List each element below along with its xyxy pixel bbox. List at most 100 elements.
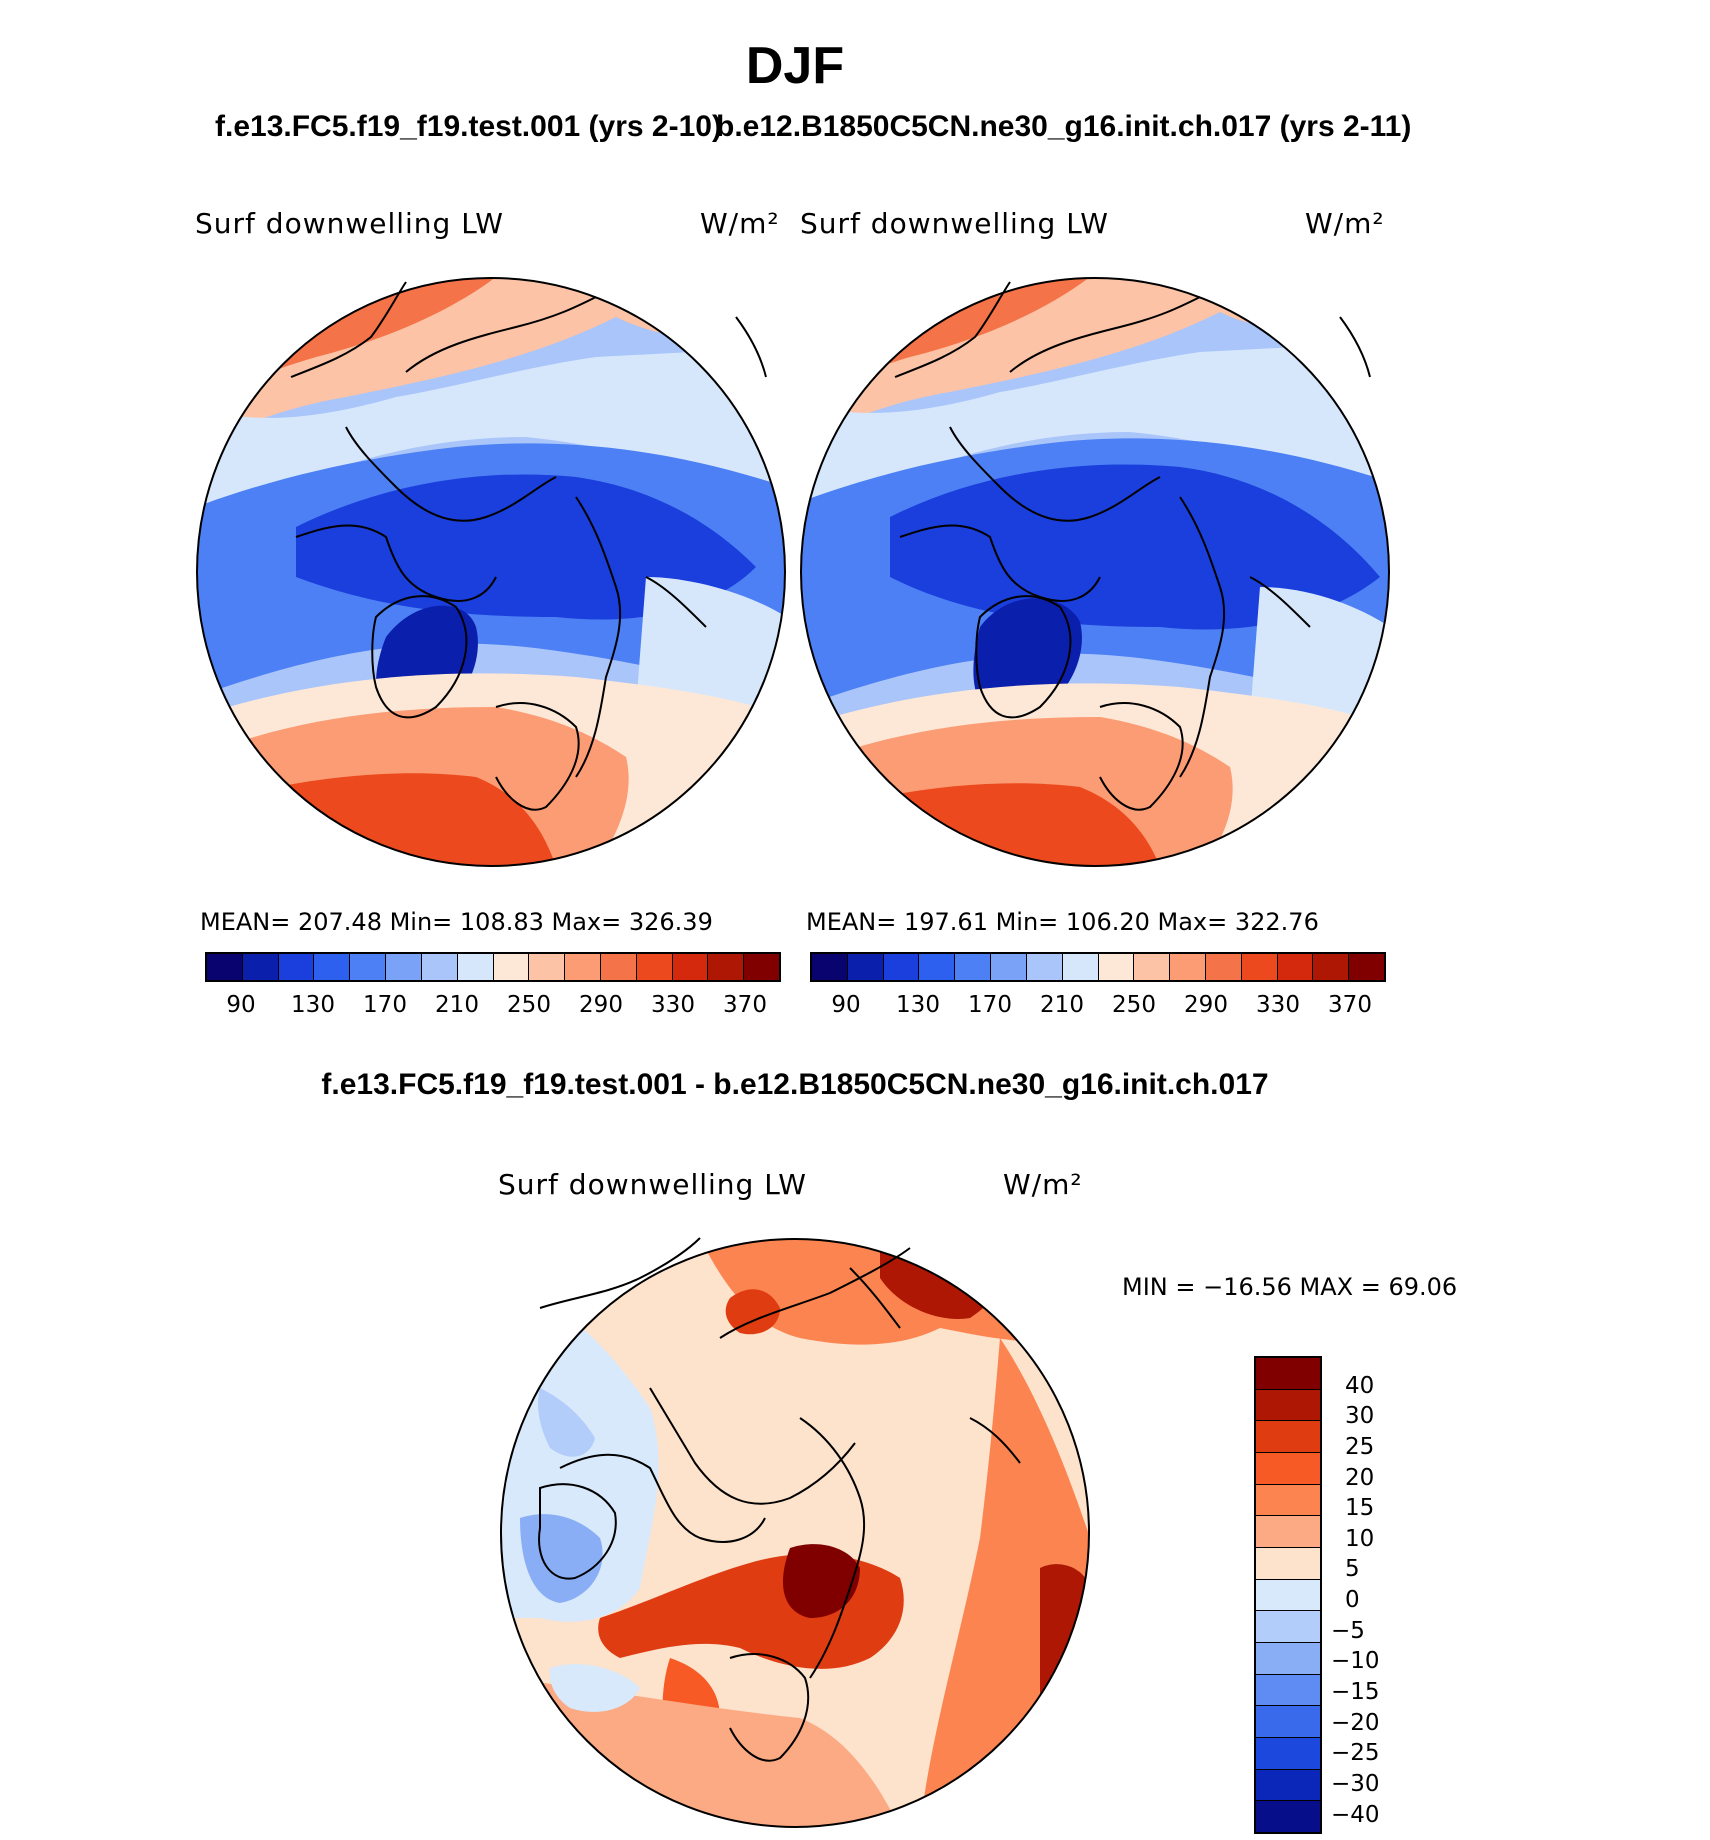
panel1-colorbar-tick-label: 250 xyxy=(507,992,551,1018)
panel1-colorbar-cell xyxy=(672,954,709,980)
panel1-colorbar-cell xyxy=(386,954,422,980)
panel2-colorbar-cell xyxy=(1205,954,1242,980)
diff-colorbar-tick-label: 0 xyxy=(1345,1587,1360,1614)
panel1-colorbar-tick-label: 130 xyxy=(291,992,335,1018)
panel2-colorbar-cell xyxy=(1134,954,1171,980)
panel1-variable-label: Surf downwelling LW xyxy=(195,207,504,240)
diff-colorbar-tick-label: −25 xyxy=(1331,1740,1380,1767)
diff-colorbar-cell xyxy=(1256,1548,1320,1580)
diff-colorbar-cell xyxy=(1256,1801,1320,1833)
panel2-colorbar-cell xyxy=(955,954,992,980)
panel2-colorbar-tick-label: 330 xyxy=(1256,992,1300,1018)
diff-colorbar-tick-label: −10 xyxy=(1331,1648,1380,1675)
panel2-coastlines xyxy=(894,281,1371,811)
panel2-colorbar-cell xyxy=(883,954,920,980)
panel1-colorbar-tick-label: 170 xyxy=(363,992,407,1018)
panel1-colorbar-cell xyxy=(708,954,745,980)
panel1-colorbar-tick-label: 290 xyxy=(579,992,623,1018)
panel2-colorbar-cell xyxy=(1098,954,1135,980)
panel2-colorbar-cell xyxy=(1313,954,1350,980)
panel1-colorbar-cell xyxy=(207,954,243,980)
diff-colorbar-tick-label: −40 xyxy=(1331,1801,1380,1828)
panel2-colorbar xyxy=(810,952,1386,982)
panel1-colorbar-cell xyxy=(565,954,601,980)
panel2-colorbar-cell xyxy=(1062,954,1099,980)
diff-colorbar-tick-label: −5 xyxy=(1331,1617,1365,1644)
diff-colorbar-tick-label: 15 xyxy=(1345,1495,1375,1522)
panel2-colorbar-tick-label: 170 xyxy=(968,992,1012,1018)
panel1-colorbar-cell xyxy=(600,954,637,980)
panel2-colorbar-cell xyxy=(919,954,956,980)
panel2-colorbar-tick-label: 90 xyxy=(831,992,861,1018)
panel2-colorbar-tick-label: 370 xyxy=(1328,992,1372,1018)
panel1-field-light-blue-band xyxy=(197,347,785,527)
case2-title: b.e12.B1850C5CN.ne30_g16.init.ch.017 (yr… xyxy=(716,110,1412,143)
panel2-field-light-blue-band xyxy=(801,342,1389,522)
diff-colorbar-cell xyxy=(1256,1453,1320,1485)
diff-colorbar-tick-label: 40 xyxy=(1345,1372,1375,1399)
diff-colorbar-cell xyxy=(1256,1674,1320,1707)
panel2-variable-label: Surf downwelling LW xyxy=(800,207,1109,240)
diff-field-left-negative-deeper xyxy=(520,1514,603,1603)
diff-colorbar-cell xyxy=(1256,1579,1320,1612)
panel2-colorbar-cell xyxy=(991,954,1027,980)
panel1-colorbar-cell xyxy=(744,954,779,980)
diff-field-top-hot-spot xyxy=(725,1289,780,1335)
diff-colorbar xyxy=(1254,1356,1322,1834)
diff-colorbar-cell xyxy=(1256,1738,1320,1770)
diff-colorbar-cell xyxy=(1256,1389,1320,1422)
panel2-units-label: W/m² xyxy=(1305,207,1385,240)
diff-coastlines xyxy=(538,1237,1021,1762)
panel1-colorbar-tick-label: 90 xyxy=(226,992,256,1018)
panel1-stats: MEAN= 207.48 Min= 108.83 Max= 326.39 xyxy=(200,908,713,936)
panel1-colorbar-cell xyxy=(242,954,279,980)
panel2-colorbar-cell xyxy=(847,954,884,980)
diff-colorbar-cell xyxy=(1256,1706,1320,1739)
season-title: DJF xyxy=(745,37,845,95)
panel1-colorbar-cell xyxy=(314,954,351,980)
panel2-polar-map xyxy=(800,277,1390,867)
panel2-colorbar-cell xyxy=(1277,954,1314,980)
panel1-colorbar-tick-label: 330 xyxy=(651,992,695,1018)
diff-colorbar-cell xyxy=(1256,1358,1320,1390)
panel2-colorbar-tick-label: 290 xyxy=(1184,992,1228,1018)
panel2-colorbar-cell xyxy=(812,954,848,980)
panel1-colorbar-tick-label: 370 xyxy=(723,992,767,1018)
diff-colorbar-cell xyxy=(1256,1769,1320,1802)
panel2-colorbar-cell xyxy=(1026,954,1063,980)
diff-colorbar-tick-label: −15 xyxy=(1331,1679,1380,1706)
panel1-colorbar-tick-label: 210 xyxy=(435,992,479,1018)
diff-variable-label: Surf downwelling LW xyxy=(498,1168,807,1201)
diff-colorbar-tick-label: 5 xyxy=(1345,1556,1360,1583)
diff-colorbar-tick-label: −20 xyxy=(1331,1709,1380,1736)
panel1-colorbar-cell xyxy=(529,954,566,980)
difference-polar-map xyxy=(500,1237,1090,1828)
panel2-colorbar-tick-label: 250 xyxy=(1112,992,1156,1018)
panel2-stats: MEAN= 197.61 Min= 106.20 Max= 322.76 xyxy=(806,908,1319,936)
case1-title: f.e13.FC5.f19_f19.test.001 (yrs 2-10) xyxy=(215,110,722,143)
panel2-colorbar-cell xyxy=(1170,954,1206,980)
diff-units-label: W/m² xyxy=(1003,1168,1083,1201)
diff-field-bottom-blue-patch xyxy=(549,1664,640,1712)
panel1-colorbar-cell xyxy=(421,954,458,980)
panel1-colorbar-cell xyxy=(636,954,673,980)
panel2-colorbar-tick-label: 130 xyxy=(896,992,940,1018)
diff-minmax: MIN = −16.56 MAX = 69.06 xyxy=(1122,1273,1458,1301)
diff-field-central-hottest xyxy=(782,1544,860,1618)
diff-colorbar-cell xyxy=(1256,1484,1320,1517)
diff-colorbar-cell xyxy=(1256,1611,1320,1644)
diff-colorbar-cell xyxy=(1256,1643,1320,1675)
panel1-units-label: W/m² xyxy=(700,207,780,240)
panel2-colorbar-tick-label: 210 xyxy=(1040,992,1084,1018)
panel1-coastlines xyxy=(290,281,767,811)
difference-title: f.e13.FC5.f19_f19.test.001 - b.e12.B1850… xyxy=(321,1068,1269,1101)
diff-colorbar-tick-label: 25 xyxy=(1345,1433,1375,1460)
panel1-polar-map xyxy=(196,277,786,867)
diff-colorbar-tick-label: 30 xyxy=(1345,1403,1375,1430)
panel1-colorbar-cell xyxy=(493,954,530,980)
diff-colorbar-tick-label: 20 xyxy=(1345,1464,1375,1491)
diff-colorbar-cell xyxy=(1256,1516,1320,1549)
diff-colorbar-tick-label: 10 xyxy=(1345,1525,1375,1552)
panel1-colorbar xyxy=(205,952,781,982)
panel2-field-arctic-core xyxy=(890,464,1380,630)
